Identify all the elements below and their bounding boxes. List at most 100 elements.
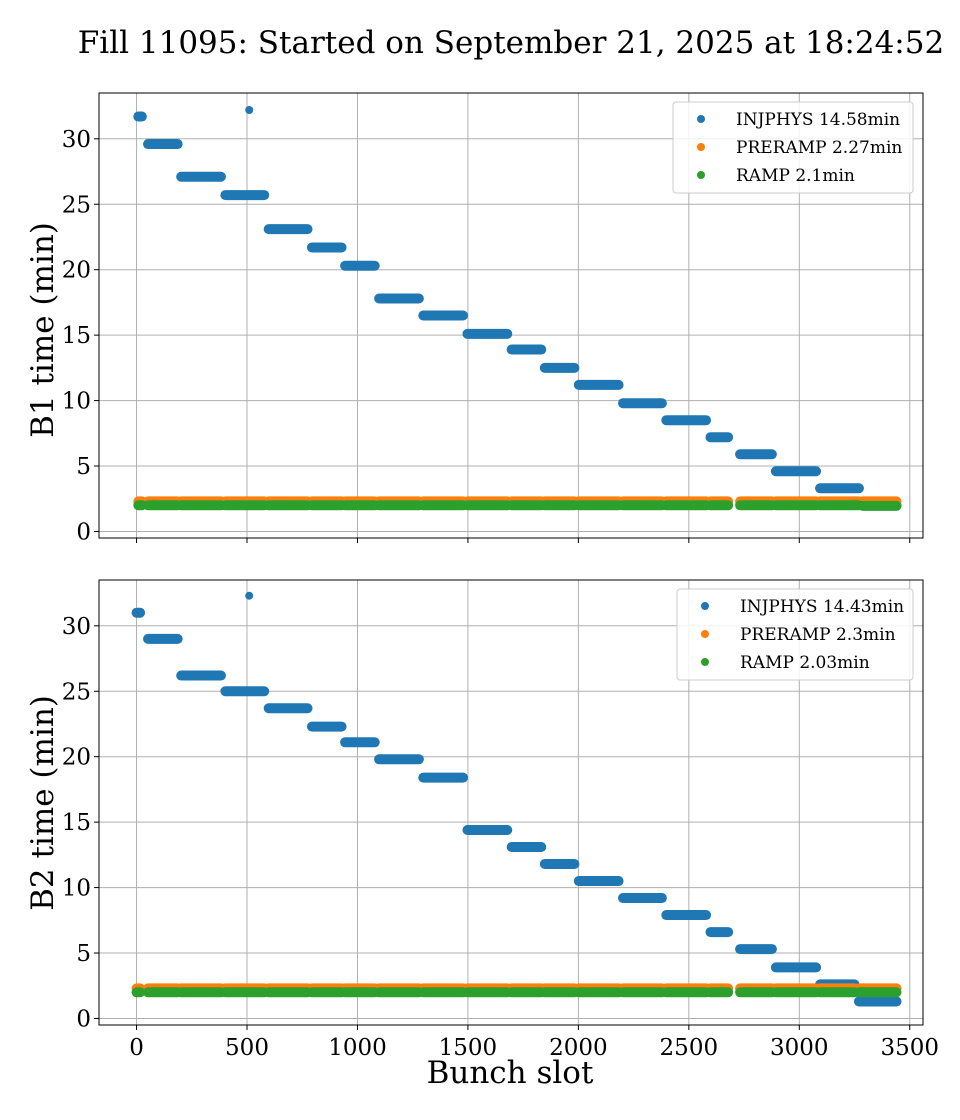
x-tick-label: 1000	[328, 1035, 387, 1061]
data-point-train	[133, 500, 147, 511]
data-point-train	[506, 987, 547, 998]
plot-area	[131, 591, 902, 1007]
y-tick-label: 5	[76, 941, 91, 967]
data-point-train	[853, 996, 902, 1007]
data-point-train	[539, 362, 580, 373]
legend-label: PRERAMP 2.3min	[740, 625, 896, 645]
data-point-train	[340, 737, 380, 748]
data-point-train	[506, 842, 547, 852]
data-point-train	[306, 242, 347, 253]
data-point-train	[340, 500, 380, 511]
legend-label: INJPHYS 14.43min	[740, 597, 904, 617]
data-point-train	[340, 260, 380, 271]
data-point-train	[263, 500, 313, 511]
data-point-train	[462, 987, 513, 998]
data-point-train	[573, 379, 624, 390]
data-point-train	[815, 483, 864, 494]
x-tick-label: 2500	[660, 1035, 719, 1061]
legend-label: RAMP 2.03min	[740, 653, 870, 673]
legend-label: INJPHYS 14.58min	[736, 110, 900, 130]
data-point-train	[263, 224, 313, 235]
data-point-train	[176, 987, 226, 998]
data-point-train	[374, 293, 424, 304]
legend-label: RAMP 2.1min	[736, 166, 855, 186]
data-point-train	[143, 987, 183, 998]
data-point-train	[735, 500, 777, 511]
data-point-train	[735, 449, 777, 460]
y-tick-label: 25	[62, 679, 91, 705]
data-point-train	[306, 500, 347, 511]
legend: INJPHYS 14.58min PRERAMP 2.27min RAMP 2.1m…	[672, 101, 914, 194]
data-point-train	[661, 910, 712, 921]
y-tick-label: 0	[76, 519, 91, 545]
x-tick-label: 1500	[439, 1035, 498, 1061]
data-point-train	[661, 500, 712, 511]
data-point-train	[815, 987, 860, 998]
data-point-train	[857, 500, 902, 511]
panel-1: 0 5 10 15 20 25 30 B1 time (min) INJPHYS 14.58mi…	[25, 92, 924, 545]
data-point-train	[220, 500, 270, 511]
y-tick-label: 25	[62, 192, 91, 218]
data-point-train	[263, 987, 313, 998]
y-tick-label: 15	[62, 323, 91, 349]
data-point-train	[618, 987, 667, 998]
data-point-train	[462, 500, 513, 511]
data-point-train	[462, 328, 513, 339]
data-point-train	[705, 987, 734, 998]
legend-marker	[697, 171, 705, 179]
data-point	[245, 591, 254, 600]
x-tick-label: 3500	[880, 1035, 939, 1061]
data-point-train	[618, 893, 667, 904]
legend-box	[676, 588, 914, 681]
series-ramp	[131, 987, 902, 998]
data-point-train	[661, 987, 712, 998]
data-point-train	[418, 772, 469, 783]
data-point-train	[661, 415, 712, 426]
y-tick-label: 0	[76, 1006, 91, 1032]
data-point-train	[374, 987, 424, 998]
data-point-train	[131, 987, 146, 998]
x-tick-label: 2000	[549, 1035, 608, 1061]
data-point-train	[770, 500, 822, 511]
x-tick-label: 0	[129, 1035, 144, 1061]
y-tick-label: 20	[62, 745, 91, 771]
data-point-train	[506, 500, 547, 511]
y-tick-label: 30	[62, 127, 91, 153]
data-point-train	[705, 500, 734, 511]
plot-area	[133, 106, 902, 511]
x-axis-label: Bunch slot	[427, 1055, 594, 1091]
data-point-train	[539, 987, 580, 998]
series-ramp	[133, 500, 902, 511]
data-point-train	[220, 190, 270, 201]
data-point-train	[418, 987, 469, 998]
data-point-train	[770, 466, 822, 477]
data-point-train	[506, 344, 547, 355]
data-point-train	[618, 398, 667, 409]
x-tick-label: 500	[225, 1035, 269, 1061]
y-axis-label: B2 time (min)	[25, 695, 61, 911]
legend-marker	[701, 630, 709, 638]
data-point-train	[618, 500, 667, 511]
y-tick-label: 10	[62, 389, 91, 415]
legend-marker	[701, 602, 709, 610]
data-point-train	[815, 500, 864, 511]
data-point-train	[853, 987, 902, 998]
data-point-train	[220, 987, 270, 998]
data-point-train	[770, 987, 822, 998]
data-point-train	[176, 171, 226, 182]
data-point-train	[263, 703, 313, 714]
data-point-train	[143, 500, 183, 511]
legend-marker	[697, 143, 705, 151]
figure-title: Fill 11095: Started on September 21, 202…	[78, 25, 944, 61]
y-tick-label: 5	[76, 454, 91, 480]
y-tick-label: 10	[62, 876, 91, 902]
y-tick-label: 30	[62, 614, 91, 640]
axes-frame	[98, 579, 924, 1026]
legend: INJPHYS 14.43min PRERAMP 2.3min RAMP 2.03m…	[676, 588, 914, 681]
data-point-train	[539, 859, 580, 870]
data-point-train	[340, 987, 380, 998]
data-point-train	[573, 500, 624, 511]
data-point-train	[418, 310, 469, 321]
data-point-train	[176, 500, 226, 511]
